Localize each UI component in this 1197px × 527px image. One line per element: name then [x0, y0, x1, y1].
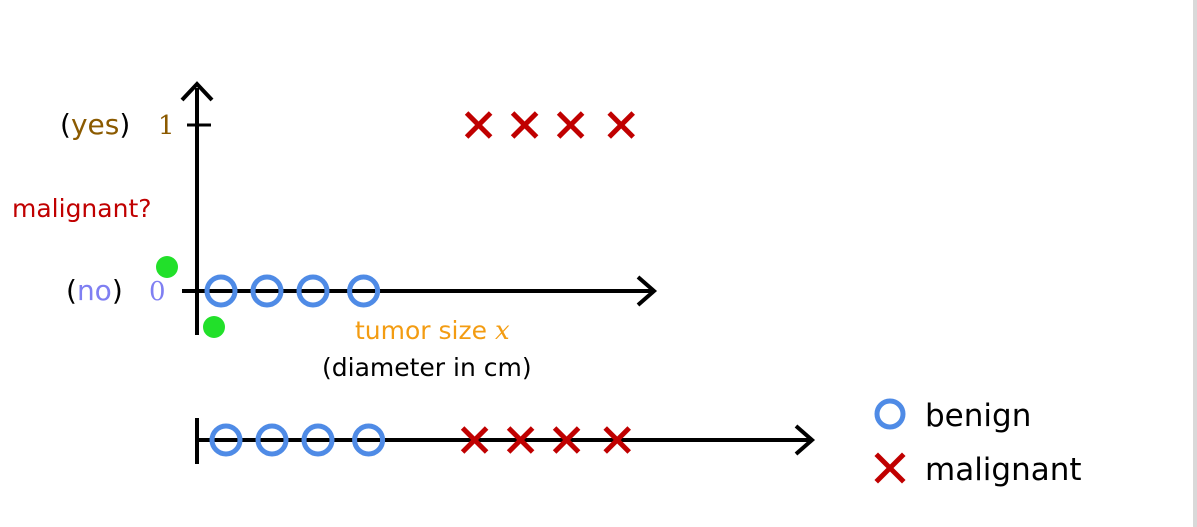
number-line-benign-point-4 [352, 423, 386, 457]
y-axis-arrowhead [180, 81, 214, 102]
number-line-benign-point-3 [301, 423, 335, 457]
legend-malignant-label: malignant [925, 452, 1082, 488]
feature-unit-label: (diameter in cm) [322, 353, 532, 382]
main-plot-points [204, 111, 635, 308]
x-axis-arrowhead [636, 275, 658, 307]
malignant-point-2 [510, 111, 539, 139]
yes-label: (yes) [60, 108, 130, 141]
number-line-malignant-point-1 [460, 426, 489, 454]
legend-benign-label: benign [925, 398, 1031, 434]
y-tick-label-1: 1 [158, 111, 175, 141]
benign-point-4 [347, 274, 381, 308]
number-line-malignant-point-4 [603, 426, 631, 454]
number-line-benign-point-2 [255, 423, 289, 457]
benign-point-2 [250, 274, 284, 308]
number-line-malignant-point-3 [552, 426, 581, 454]
number-line-arrowhead [794, 424, 816, 456]
number-line-points [209, 423, 631, 457]
legend: benign malignant [874, 398, 1082, 488]
number-line-malignant-point-2 [506, 426, 535, 454]
feature-label: tumor size x [355, 316, 510, 346]
malignant-question-label: malignant? [12, 194, 152, 223]
no-label: (no) [66, 274, 123, 307]
legend-malignant-icon [874, 452, 906, 484]
malignant-point-4 [607, 111, 635, 139]
malignant-point-3 [556, 111, 585, 139]
y-tick-label-0: 0 [149, 277, 166, 307]
benign-point-1 [204, 274, 238, 308]
number-line-benign-point-1 [209, 423, 243, 457]
right-edge-strip [1193, 0, 1197, 527]
benign-point-3 [296, 274, 330, 308]
highlight-dot-bottom [203, 316, 225, 338]
highlight-dot-top [156, 256, 178, 278]
malignant-point-1 [464, 111, 493, 139]
legend-benign-icon [874, 398, 906, 430]
